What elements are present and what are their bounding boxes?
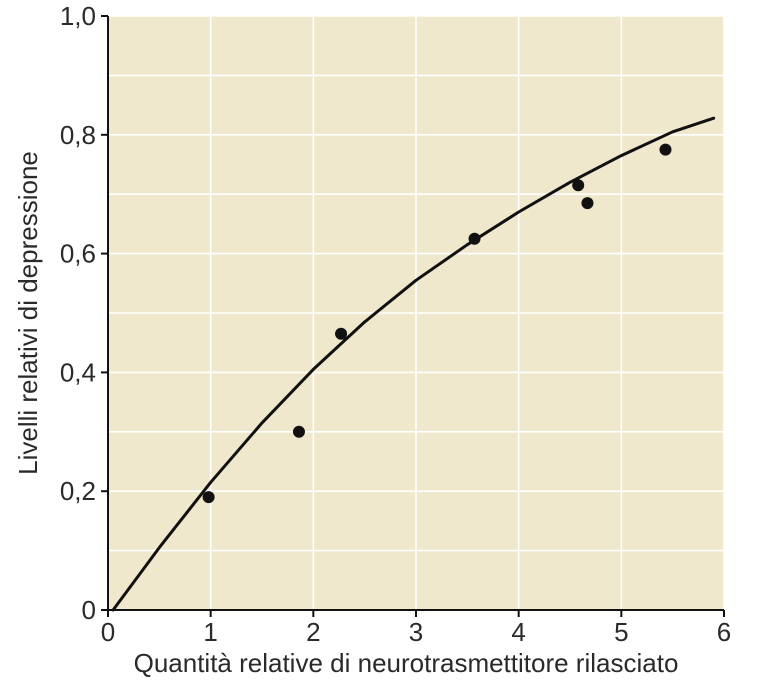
grid-lines [108, 15, 725, 610]
x-tick-labels: 0 1 2 3 4 5 6 [101, 610, 731, 647]
data-point [581, 197, 594, 210]
y-tick-label: 1,0 [60, 1, 96, 31]
y-tick-label: 0,6 [60, 239, 96, 269]
y-axis-label: Livelli relativi di depressione [13, 151, 43, 475]
data-point [468, 232, 481, 245]
data-point [202, 491, 215, 504]
y-tick-label: 0 [82, 595, 96, 625]
x-axis-label: Quantità relative di neurotrasmettitore … [134, 648, 679, 678]
x-tick-label: 3 [409, 617, 423, 647]
x-tick-label: 0 [101, 617, 115, 647]
y-tick-label: 0,8 [60, 120, 96, 150]
x-tick-label: 5 [614, 617, 628, 647]
fit-curve-layer [111, 116, 716, 612]
data-point [572, 179, 585, 192]
data-point [292, 425, 305, 438]
x-tick-label: 4 [511, 617, 525, 647]
y-tick-label: 0,4 [60, 357, 96, 387]
data-point [659, 143, 672, 156]
x-tick-label: 1 [203, 617, 217, 647]
y-tick-labels: 0 0,2 0,4 0,6 0,8 1,0 [60, 1, 108, 625]
data-point [335, 327, 348, 340]
data-points [202, 143, 672, 504]
fit-curve [111, 116, 716, 612]
x-tick-label: 2 [306, 617, 320, 647]
x-tick-label: 6 [717, 617, 731, 647]
y-tick-label: 0,2 [60, 476, 96, 506]
